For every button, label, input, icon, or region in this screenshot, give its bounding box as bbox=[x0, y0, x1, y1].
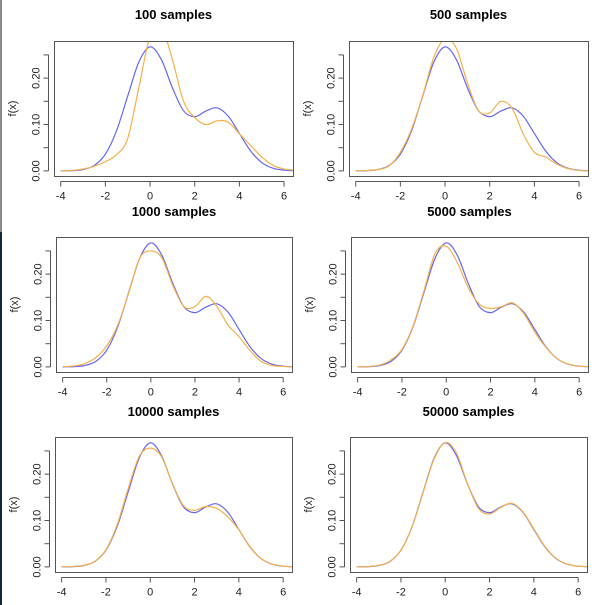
y-tick-label: 0.00 bbox=[31, 160, 43, 181]
x-tick-label: 0 bbox=[443, 387, 449, 399]
true-density-line bbox=[357, 242, 588, 368]
plot-frame bbox=[349, 41, 589, 177]
y-tick-label: 0.00 bbox=[328, 356, 340, 377]
x-tick-label: 2 bbox=[192, 387, 198, 399]
y-axis-label: f(x) bbox=[9, 297, 21, 313]
y-tick-label: 0.20 bbox=[32, 463, 44, 484]
panel-title: 500 samples bbox=[430, 7, 507, 22]
true-density-line bbox=[61, 442, 292, 568]
density-panel: 500 samples -4 -2 0 2 4 6 0.00 0.10 0.20 f(x) bbox=[302, 7, 589, 203]
y-tick-label: 0.20 bbox=[326, 67, 338, 88]
x-tick-label: 4 bbox=[236, 587, 242, 599]
estimate-density-line bbox=[357, 245, 588, 368]
panel-title: 5000 samples bbox=[427, 204, 512, 219]
x-tick-label: 2 bbox=[191, 587, 197, 599]
curves bbox=[356, 441, 587, 568]
y-tick-label: 0.00 bbox=[327, 556, 339, 577]
x-tick-label: -2 bbox=[395, 191, 405, 203]
y-tick-label: 0.10 bbox=[326, 114, 338, 135]
x-tick-label: 6 bbox=[280, 587, 286, 599]
y-tick-label: 0.00 bbox=[32, 556, 44, 577]
window-edge-lower bbox=[0, 232, 2, 605]
x-tick-label: 6 bbox=[576, 191, 582, 203]
y-axis-label: f(x) bbox=[303, 497, 315, 513]
curves bbox=[61, 442, 292, 568]
x-tick-label: 4 bbox=[236, 191, 242, 203]
true-density-line bbox=[355, 46, 588, 172]
density-panel: 10000 samples -4 -2 0 2 4 6 0.00 0.10 0.20 f(x) bbox=[8, 404, 293, 599]
x-tick-label: 0 bbox=[442, 191, 448, 203]
x-tick-label: 4 bbox=[531, 191, 537, 203]
x-tick-label: -2 bbox=[100, 191, 110, 203]
true-density-line bbox=[60, 46, 293, 172]
true-density-line bbox=[62, 242, 292, 368]
x-tick-label: -2 bbox=[101, 587, 111, 599]
plot-frame bbox=[54, 41, 294, 177]
x-tick-label: 6 bbox=[281, 191, 287, 203]
y-tick-label: 0.10 bbox=[327, 510, 339, 531]
density-panel: 50000 samples -4 -2 0 2 4 6 0.00 0.10 0.20 f(x) bbox=[303, 404, 588, 599]
x-tick-label: -2 bbox=[397, 387, 407, 399]
x-tick-label: 0 bbox=[442, 587, 448, 599]
curves bbox=[62, 242, 292, 368]
x-tick-label: 4 bbox=[236, 387, 242, 399]
panel-title: 100 samples bbox=[135, 7, 212, 22]
y-tick-label: 0.20 bbox=[328, 263, 340, 284]
estimate-density-line bbox=[62, 250, 292, 368]
density-panel: 1000 samples -4 -2 0 2 4 6 0.00 0.10 0.20 f(x) bbox=[9, 204, 293, 399]
x-tick-label: -4 bbox=[58, 387, 68, 399]
x-tick-label: -4 bbox=[56, 191, 66, 203]
estimate-density-line bbox=[355, 41, 588, 172]
y-axis-label: f(x) bbox=[8, 497, 20, 513]
curves bbox=[60, 41, 293, 172]
y-axis-label: f(x) bbox=[304, 297, 316, 313]
y-tick-label: 0.10 bbox=[32, 510, 44, 531]
x-tick-label: 2 bbox=[486, 587, 492, 599]
y-tick-label: 0.10 bbox=[328, 310, 340, 331]
plot-frame bbox=[56, 237, 293, 373]
window-edge-upper bbox=[0, 0, 2, 232]
x-tick-label: 6 bbox=[575, 587, 581, 599]
estimate-density-line bbox=[61, 447, 292, 568]
x-tick-label: -2 bbox=[396, 587, 406, 599]
x-tick-label: -4 bbox=[57, 587, 67, 599]
curves bbox=[355, 41, 588, 172]
x-tick-label: 0 bbox=[147, 191, 153, 203]
y-tick-label: 0.00 bbox=[326, 160, 338, 181]
estimate-density-line bbox=[356, 441, 587, 568]
x-tick-label: 0 bbox=[148, 387, 154, 399]
plot-frame bbox=[351, 237, 589, 373]
x-tick-label: -4 bbox=[353, 387, 363, 399]
x-tick-label: 2 bbox=[192, 191, 198, 203]
y-tick-label: 0.20 bbox=[31, 67, 43, 88]
x-tick-label: -2 bbox=[102, 387, 112, 399]
y-axis-label: f(x) bbox=[7, 101, 19, 117]
x-tick-label: 2 bbox=[487, 191, 493, 203]
panel-title: 1000 samples bbox=[132, 204, 217, 219]
curves bbox=[357, 242, 588, 368]
panel-title: 50000 samples bbox=[423, 404, 515, 419]
y-tick-label: 0.00 bbox=[33, 356, 45, 377]
y-axis-label: f(x) bbox=[302, 101, 314, 117]
x-tick-label: 0 bbox=[147, 587, 153, 599]
x-tick-label: 4 bbox=[532, 387, 538, 399]
true-density-line bbox=[356, 442, 587, 568]
x-tick-label: 2 bbox=[487, 387, 493, 399]
x-tick-label: -4 bbox=[352, 587, 362, 599]
density-panel: 100 samples -4 -2 0 2 4 6 0.00 0.10 0.20 f(x) bbox=[7, 7, 294, 203]
panel-title: 10000 samples bbox=[128, 404, 220, 419]
x-tick-label: 4 bbox=[531, 587, 537, 599]
plot-frame bbox=[55, 437, 293, 573]
y-tick-label: 0.20 bbox=[33, 263, 45, 284]
plot-frame bbox=[350, 437, 588, 573]
y-tick-label: 0.10 bbox=[33, 310, 45, 331]
y-tick-label: 0.20 bbox=[327, 463, 339, 484]
x-tick-label: 6 bbox=[576, 387, 582, 399]
density-panel: 5000 samples -4 -2 0 2 4 6 0.00 0.10 0.20 f(x) bbox=[304, 204, 589, 399]
y-tick-label: 0.10 bbox=[31, 114, 43, 135]
x-tick-label: -4 bbox=[351, 191, 361, 203]
estimate-density-line bbox=[60, 41, 293, 172]
x-tick-label: 6 bbox=[280, 387, 286, 399]
